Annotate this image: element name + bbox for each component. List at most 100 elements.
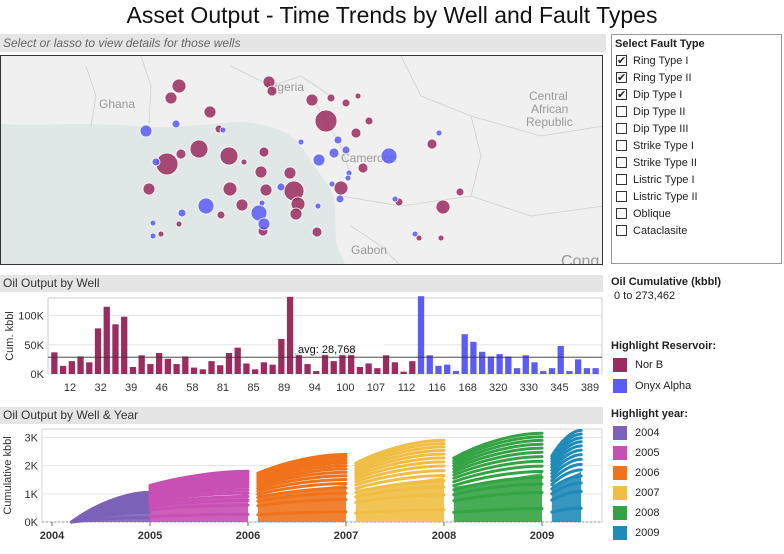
well-bubble[interactable] (297, 138, 305, 146)
series-line[interactable] (70, 490, 152, 524)
series-line[interactable] (452, 455, 544, 477)
series-2004[interactable] (70, 490, 152, 524)
bar-mark[interactable] (94, 328, 102, 374)
bar-mark[interactable] (51, 352, 58, 374)
well-bubble[interactable] (311, 226, 323, 238)
bar-mark[interactable] (339, 353, 346, 374)
series-line[interactable] (148, 476, 250, 492)
reservoir-legend-item[interactable]: Nor B (613, 354, 691, 375)
fault-filter-item[interactable]: Strike Type I (612, 137, 781, 154)
line-chart[interactable]: 0K 1K 2K 3K Cumulative kbbl 2004 2005 2006 2007 2… (0, 425, 604, 554)
well-bubble[interactable] (258, 146, 270, 158)
bar-mark[interactable] (356, 366, 364, 374)
series-line[interactable] (354, 460, 446, 481)
bar-mark[interactable] (77, 356, 84, 374)
well-bubble[interactable] (333, 180, 349, 196)
series-line[interactable] (354, 445, 446, 470)
bar-mark[interactable] (531, 362, 538, 374)
checkbox-unchecked[interactable] (616, 174, 627, 185)
well-bubble[interactable] (142, 182, 156, 196)
well-bubble[interactable] (391, 195, 399, 203)
well-bubble[interactable] (151, 157, 161, 167)
series-line[interactable] (354, 438, 446, 465)
fault-filter-item[interactable]: ✔ Ring Type II (612, 69, 781, 86)
checkbox-unchecked[interactable] (616, 191, 627, 202)
series-line[interactable] (452, 431, 544, 460)
checkbox-checked[interactable]: ✔ (616, 72, 627, 84)
bar-mark[interactable] (112, 324, 119, 374)
well-bubble[interactable] (197, 197, 215, 215)
bar-mark[interactable] (400, 371, 407, 374)
well-bubble[interactable] (254, 165, 268, 179)
series-line[interactable] (354, 469, 446, 487)
well-bubble[interactable] (437, 234, 445, 242)
well-bubble[interactable] (164, 91, 178, 105)
bar-mark[interactable] (278, 338, 285, 374)
series-line[interactable] (256, 461, 348, 481)
bar-mark[interactable] (147, 364, 154, 374)
well-bubble[interactable] (171, 78, 187, 94)
series-line[interactable] (256, 477, 348, 493)
bar-mark[interactable] (540, 371, 547, 374)
bar-mark[interactable] (496, 354, 503, 374)
well-bubble[interactable] (380, 147, 398, 165)
bar-mark[interactable] (59, 365, 67, 374)
bar-mark[interactable] (190, 367, 198, 374)
well-bubble[interactable] (305, 93, 319, 107)
well-bubble[interactable] (149, 232, 157, 240)
fault-filter-item[interactable]: ✔ Dip Type I (612, 86, 781, 103)
fault-filter-item[interactable]: Cataclasite (612, 222, 781, 239)
series-2006[interactable] (256, 452, 348, 522)
well-bubble[interactable] (175, 220, 183, 228)
series-line[interactable] (148, 485, 250, 499)
well-bubble[interactable] (216, 210, 226, 220)
series-line[interactable] (148, 478, 250, 494)
bar-mark[interactable] (382, 355, 390, 374)
year-legend-item[interactable]: 2009 (613, 523, 659, 543)
bar-mark[interactable] (348, 347, 355, 374)
series-2005[interactable] (148, 469, 250, 522)
well-bubble[interactable] (266, 85, 278, 97)
well-bubble[interactable] (219, 146, 239, 166)
bar-mark[interactable] (199, 369, 206, 374)
series-2008[interactable] (452, 431, 544, 522)
series-line[interactable] (354, 442, 446, 468)
bar-mark[interactable] (243, 363, 250, 374)
year-legend-item[interactable]: 2007 (613, 483, 659, 503)
well-bubble[interactable] (364, 116, 374, 126)
well-bubble[interactable] (171, 119, 181, 129)
bar-mark[interactable] (68, 361, 75, 374)
well-bubble[interactable] (276, 182, 286, 192)
bar-mark[interactable] (505, 356, 512, 374)
bar-mark[interactable] (548, 368, 556, 374)
series-line[interactable] (354, 448, 446, 472)
well-bubble[interactable] (219, 126, 227, 134)
year-legend-item[interactable]: 2004 (613, 423, 659, 443)
fault-filter-item[interactable]: Strike Type II (612, 154, 781, 171)
checkbox-unchecked[interactable] (616, 140, 627, 151)
bar-mark[interactable] (435, 365, 442, 374)
well-bubble[interactable] (333, 135, 343, 145)
well-bubble[interactable] (435, 199, 451, 215)
fault-filter-item[interactable]: Dip Type II (612, 103, 781, 120)
series-line[interactable] (256, 470, 348, 488)
well-bubble[interactable] (415, 234, 423, 242)
bar-mark[interactable] (155, 352, 163, 374)
series-line[interactable] (148, 483, 250, 497)
year-legend-item[interactable]: 2008 (613, 503, 659, 523)
well-bubble[interactable] (455, 187, 465, 197)
bar-mark[interactable] (592, 368, 599, 374)
bar-mark[interactable] (138, 355, 145, 374)
series-line[interactable] (550, 440, 583, 466)
year-legend-item[interactable]: 2005 (613, 443, 659, 463)
map-canvas[interactable]: Nigeria Ghana Central African Republic C… (1, 56, 603, 265)
checkbox-checked[interactable]: ✔ (616, 55, 627, 67)
series-line[interactable] (452, 438, 544, 465)
bar-mark[interactable] (304, 364, 311, 374)
well-bubble[interactable] (289, 207, 303, 221)
checkbox-unchecked[interactable] (616, 157, 627, 168)
well-bubble[interactable] (235, 198, 249, 212)
series-line[interactable] (256, 467, 348, 486)
well-bubble[interactable] (149, 219, 157, 227)
